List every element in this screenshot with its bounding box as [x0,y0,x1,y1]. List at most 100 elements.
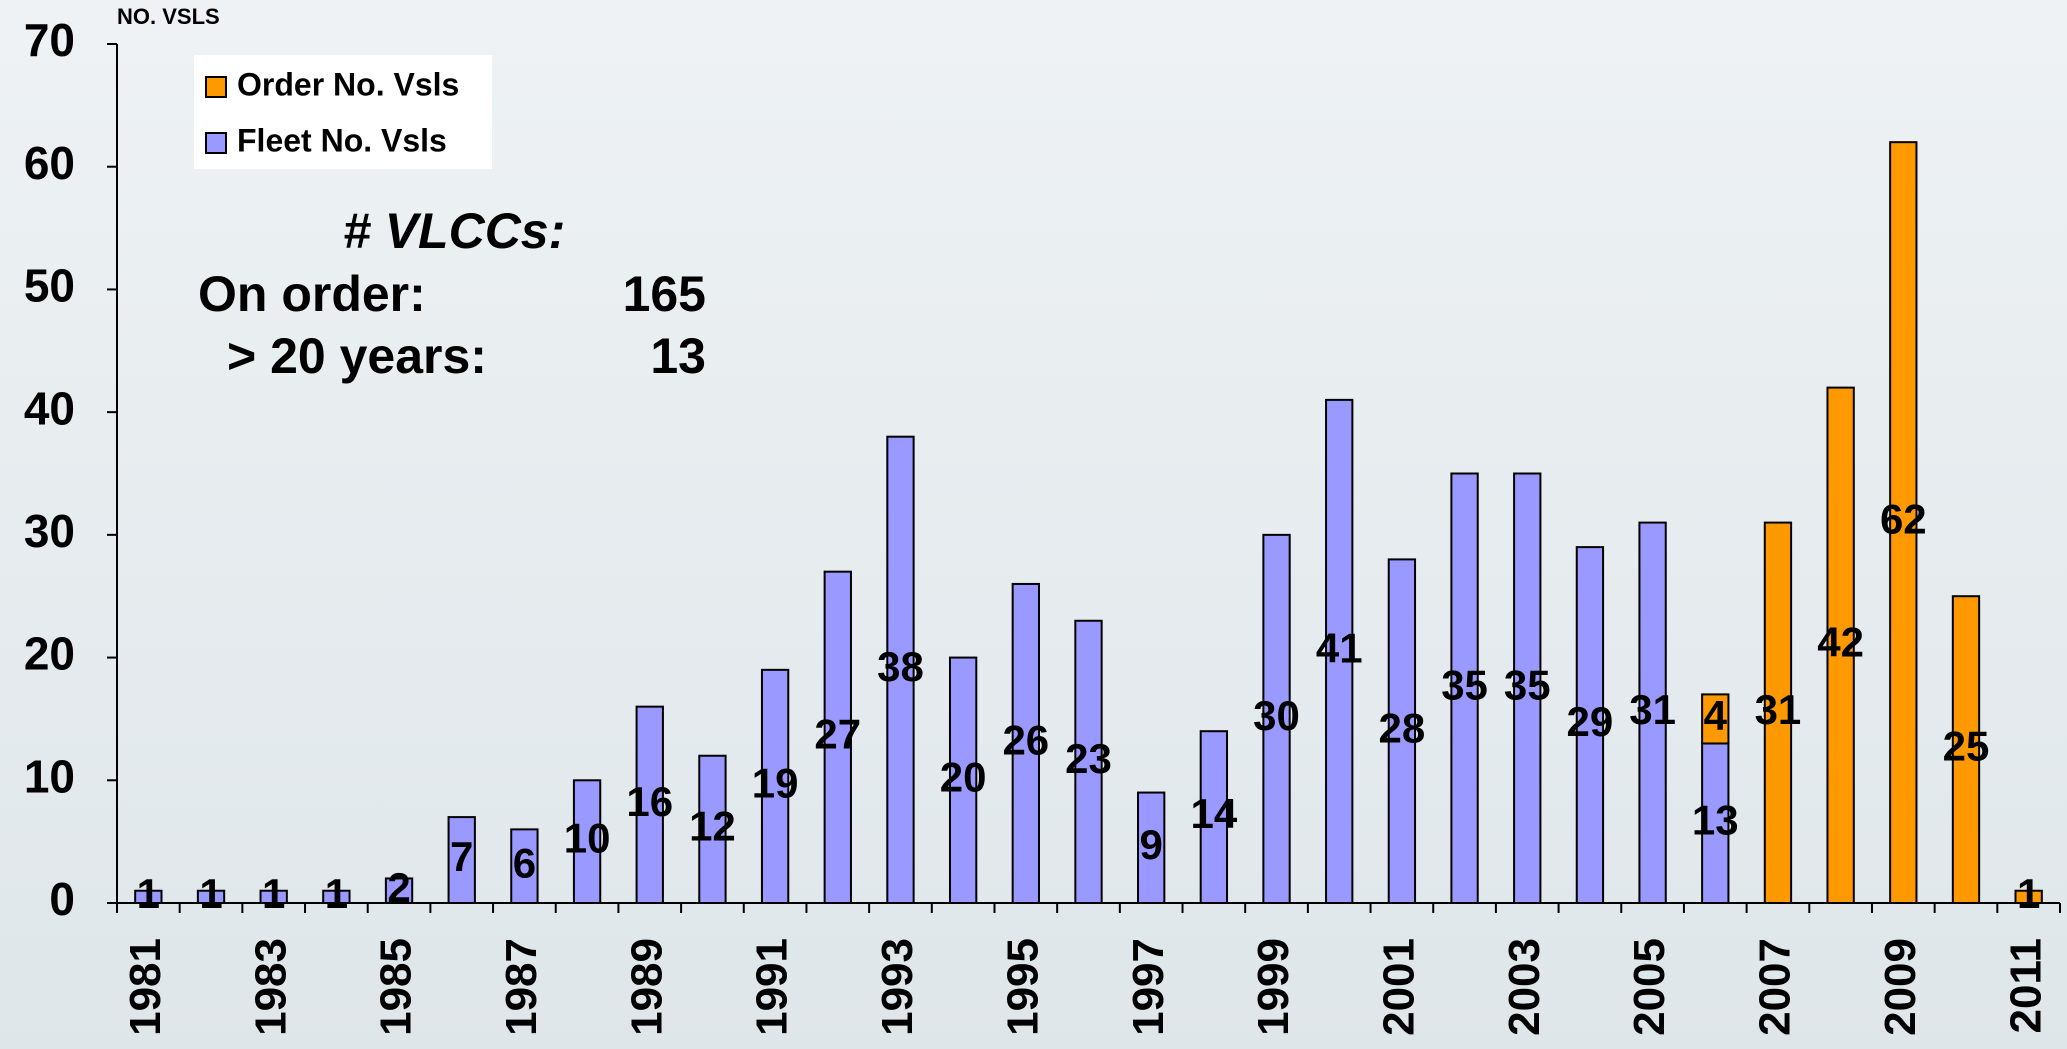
bar [134,889,163,905]
bar [1387,558,1417,905]
x-tick-label: 2005 [1625,938,1674,1036]
data-label: 35 [1441,661,1488,708]
bar [1951,595,1981,904]
bar [384,877,414,905]
data-label: 25 [1943,723,1990,770]
data-label: 1 [137,870,160,917]
data-label: 42 [1817,618,1864,665]
data-label: 14 [1190,790,1237,837]
bar [1137,791,1166,904]
y-tick-label: 60 [24,137,75,189]
bar [698,754,727,904]
y-tick-label: 0 [49,873,75,925]
y-tick-label: 70 [24,14,75,66]
bar [196,889,226,905]
data-label: 35 [1504,661,1551,708]
data-label: 7 [450,833,473,880]
bar [1325,398,1354,904]
annotation: > 20 years: [227,328,487,384]
data-label: 19 [752,760,799,807]
bar [1199,730,1229,905]
data-label: 1 [2017,870,2040,917]
data-label: 29 [1567,698,1614,745]
data-label: 20 [940,753,987,800]
data-label: 62 [1880,496,1927,543]
x-tick-label: 2003 [1500,938,1549,1036]
data-label: 23 [1065,735,1112,782]
data-label: 9 [1139,821,1162,868]
bar [1826,386,1855,905]
data-label: 26 [1002,717,1049,764]
data-label: 27 [814,710,861,757]
y-tick-label: 10 [24,750,75,802]
legend-swatch [205,132,227,154]
legend-label: Fleet No. Vsls [237,122,447,158]
y-axis-label: NO. VSLS [117,4,220,29]
bar [886,435,915,904]
bar [1701,693,1730,745]
data-label: 12 [689,802,736,849]
bar [259,889,288,905]
y-tick-label: 30 [24,505,75,557]
x-tick-label: 1993 [873,938,922,1036]
data-label: 30 [1253,692,1300,739]
bar [1889,141,1918,904]
data-label: 1 [199,870,222,917]
legend-swatch [205,76,227,98]
y-tick-label: 20 [24,628,75,680]
annotation: 13 [650,328,706,384]
data-label: 16 [626,778,673,825]
x-tick-label: 1997 [1124,938,1173,1036]
data-label: 41 [1316,625,1363,672]
bar [1513,472,1542,904]
bar [1575,546,1605,905]
x-tick-label: 1991 [748,938,797,1036]
x-tick-label: 2011 [2001,938,2050,1033]
x-tick-label: 1999 [1249,938,1298,1036]
bar [823,570,852,905]
bar [2014,889,2043,905]
bar [760,668,790,904]
bar [447,816,476,904]
x-tick-label: 2001 [1375,938,1424,1036]
y-tick-label: 40 [24,382,75,434]
data-label: 6 [513,839,536,886]
bar [1011,582,1040,904]
bar [1262,533,1291,904]
data-label: 4 [1704,692,1728,739]
data-label: 1 [262,870,285,917]
x-tick-label: 1985 [372,938,421,1036]
legend-label: Order No. Vsls [237,66,459,102]
bar [1450,472,1479,904]
annotation: 165 [623,266,706,322]
bar [322,889,351,905]
x-tick-label: 2009 [1876,938,1925,1036]
bar [1763,521,1793,904]
x-tick-label: 1983 [246,938,295,1036]
x-tick-label: 1989 [622,938,671,1036]
y-tick-label: 50 [24,260,75,312]
annotation: # VLCCs: [343,203,565,259]
annotation: On order: [198,266,426,322]
x-tick-label: 2007 [1751,938,1800,1036]
bar [572,779,602,904]
legend-box [194,55,492,169]
data-label: 28 [1379,704,1426,751]
bar [635,705,664,905]
bar [510,828,539,904]
x-tick-label: 1987 [497,938,546,1036]
data-label: 31 [1755,686,1802,733]
data-label: 38 [877,643,924,690]
data-label: 1 [325,870,348,917]
data-label: 2 [387,864,410,911]
bar [1074,619,1103,904]
data-label: 10 [564,815,611,862]
x-tick-label: 1981 [121,938,170,1036]
data-label: 31 [1629,686,1676,733]
x-tick-label: 1995 [998,938,1047,1036]
bar [1701,742,1730,904]
bar [1638,521,1667,904]
bar [948,656,978,904]
